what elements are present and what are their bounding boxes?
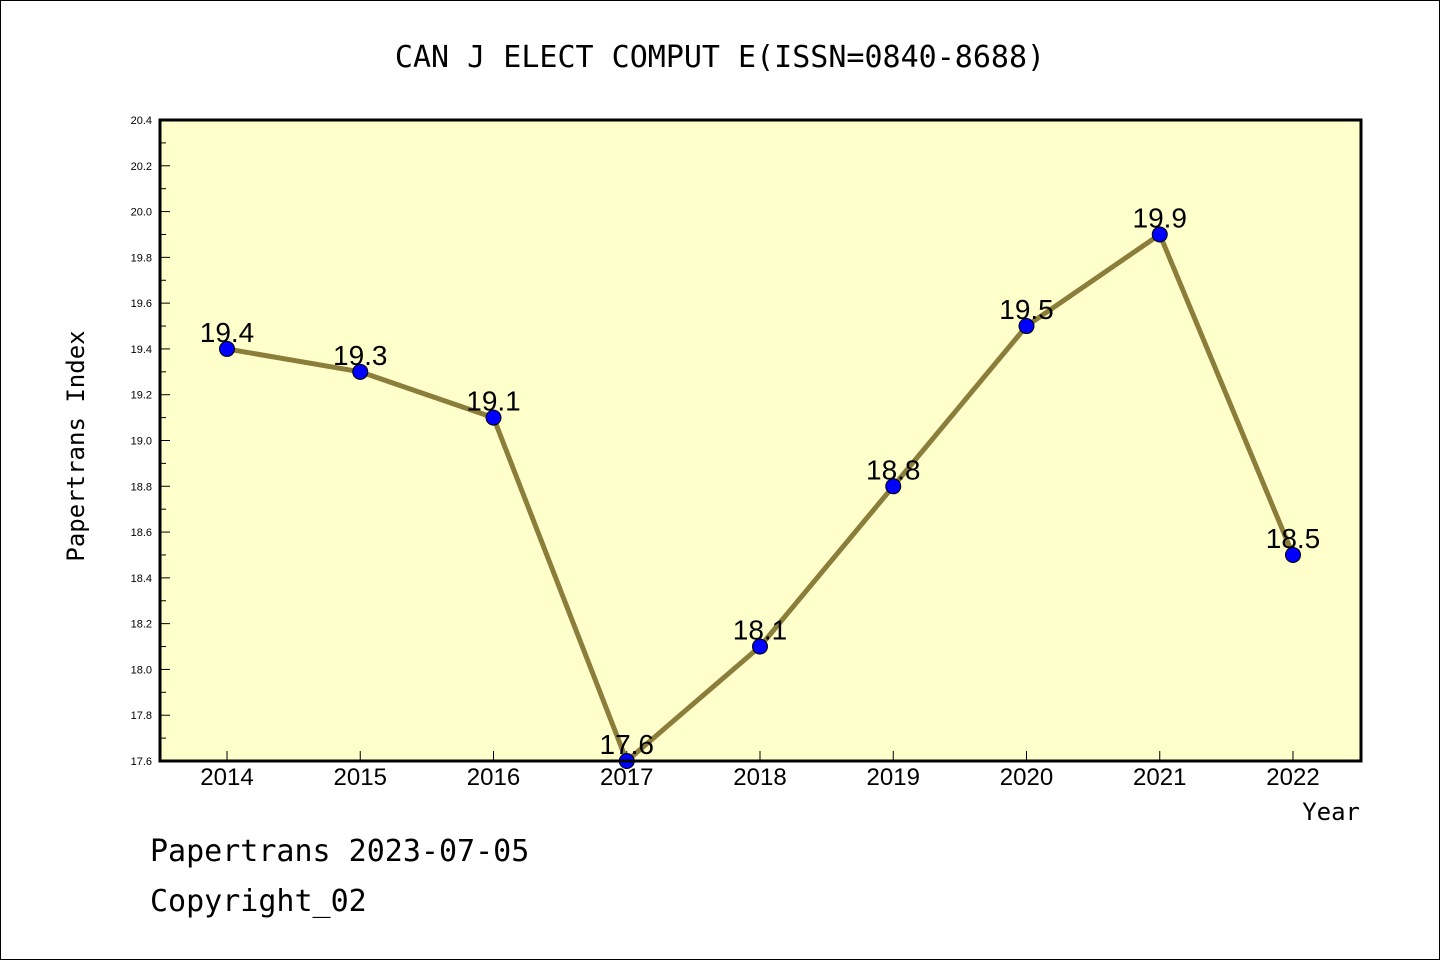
data-point [752, 638, 768, 655]
data-label: 18.5 [1266, 523, 1321, 554]
data-label: 17.6 [600, 729, 655, 760]
y-tick-label: 19.2 [131, 390, 152, 402]
data-point [1285, 546, 1301, 563]
y-tick-label: 19.8 [131, 252, 152, 264]
x-tick-label: 2021 [1133, 764, 1186, 791]
x-tick-label: 2019 [867, 764, 920, 791]
y-tick-label: 18.6 [131, 527, 152, 539]
data-label: 18.8 [866, 454, 921, 485]
y-tick-label: 20.2 [131, 161, 152, 173]
data-label: 19.3 [333, 340, 388, 371]
y-tick-label: 17.6 [131, 756, 152, 768]
x-tick-label: 2020 [1000, 764, 1053, 791]
y-tick-label: 19.6 [131, 298, 152, 310]
footer-date: Papertrans 2023-07-05 [150, 834, 530, 869]
footer-copyright: Copyright_02 [150, 884, 367, 919]
y-tick-label: 18.0 [131, 664, 152, 676]
plot-border [158, 118, 1363, 763]
data-labels: 19.4 19.3 19.1 17.6 18.1 18.8 19.5 19.9 18.5 [200, 202, 1321, 760]
data-label: 19.9 [1133, 202, 1188, 233]
x-tick-label: 2018 [733, 764, 786, 791]
data-point [352, 363, 369, 380]
data-point [1018, 318, 1035, 335]
data-point [219, 340, 235, 357]
y-axis-label: Papertrans Index [62, 330, 90, 561]
y-tick-label: 17.8 [131, 710, 152, 722]
y-tick-label: 18.2 [131, 619, 152, 631]
y-tick-label: 18.4 [131, 573, 152, 585]
x-tick-label: 2015 [334, 764, 387, 791]
y-tick-label: 20.4 [131, 115, 152, 127]
data-label: 18.1 [733, 615, 788, 646]
y-tick-label: 19.0 [131, 436, 152, 448]
series-markers [219, 226, 1301, 769]
x-axis: 2014 2015 2016 2017 2018 2019 2020 2021 2022 [200, 751, 1320, 791]
x-tick-label: 2022 [1266, 764, 1319, 791]
x-tick-label: 2014 [200, 764, 253, 791]
data-point [885, 478, 902, 495]
y-axis: 17.6 17.8 18.0 18.2 18.4 18.6 18.8 19.0 19.2 19.4… [131, 115, 170, 768]
chart-title: CAN J ELECT COMPUT E(ISSN=0840-8688) [395, 40, 1045, 75]
data-point [1151, 226, 1168, 243]
data-label: 19.5 [999, 294, 1054, 325]
y-tick-label: 19.4 [131, 344, 152, 356]
data-label: 19.4 [200, 317, 255, 348]
data-point [485, 409, 502, 426]
data-label: 19.1 [466, 386, 521, 417]
x-tick-label: 2016 [467, 764, 520, 791]
y-tick-label: 18.8 [131, 481, 152, 493]
y-tick-label: 20.0 [131, 207, 152, 219]
x-axis-label: Year [1302, 798, 1360, 826]
